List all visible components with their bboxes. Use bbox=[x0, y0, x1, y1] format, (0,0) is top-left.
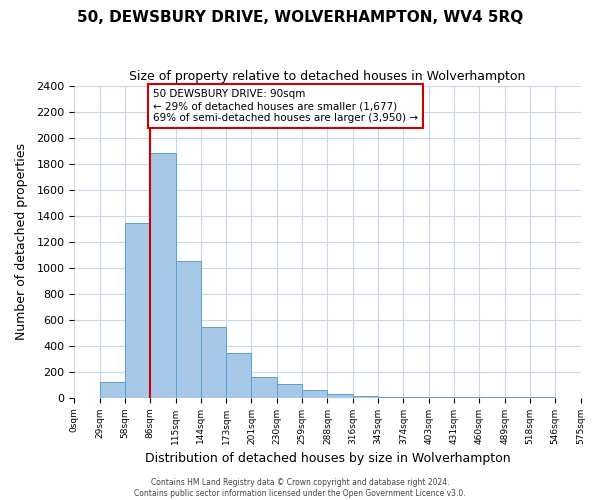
Bar bbox=[403, 397, 428, 398]
Bar bbox=[277, 384, 302, 398]
Bar bbox=[251, 377, 277, 398]
Bar bbox=[454, 397, 479, 398]
Text: Contains HM Land Registry data © Crown copyright and database right 2024.
Contai: Contains HM Land Registry data © Crown c… bbox=[134, 478, 466, 498]
Bar bbox=[125, 224, 150, 398]
X-axis label: Distribution of detached houses by size in Wolverhampton: Distribution of detached houses by size … bbox=[145, 452, 510, 465]
Bar bbox=[428, 397, 454, 398]
Title: Size of property relative to detached houses in Wolverhampton: Size of property relative to detached ho… bbox=[129, 70, 526, 83]
Bar bbox=[328, 394, 353, 398]
Bar bbox=[201, 328, 226, 398]
Bar bbox=[530, 397, 555, 398]
Bar bbox=[479, 397, 505, 398]
Bar bbox=[302, 390, 328, 398]
Text: 50 DEWSBURY DRIVE: 90sqm
← 29% of detached houses are smaller (1,677)
69% of sem: 50 DEWSBURY DRIVE: 90sqm ← 29% of detach… bbox=[153, 90, 418, 122]
Bar bbox=[378, 397, 403, 398]
Bar bbox=[150, 153, 176, 398]
Bar bbox=[505, 397, 530, 398]
Bar bbox=[176, 261, 201, 398]
Bar bbox=[353, 396, 378, 398]
Bar bbox=[226, 354, 251, 398]
Bar bbox=[100, 382, 125, 398]
Y-axis label: Number of detached properties: Number of detached properties bbox=[15, 143, 28, 340]
Text: 50, DEWSBURY DRIVE, WOLVERHAMPTON, WV4 5RQ: 50, DEWSBURY DRIVE, WOLVERHAMPTON, WV4 5… bbox=[77, 10, 523, 25]
